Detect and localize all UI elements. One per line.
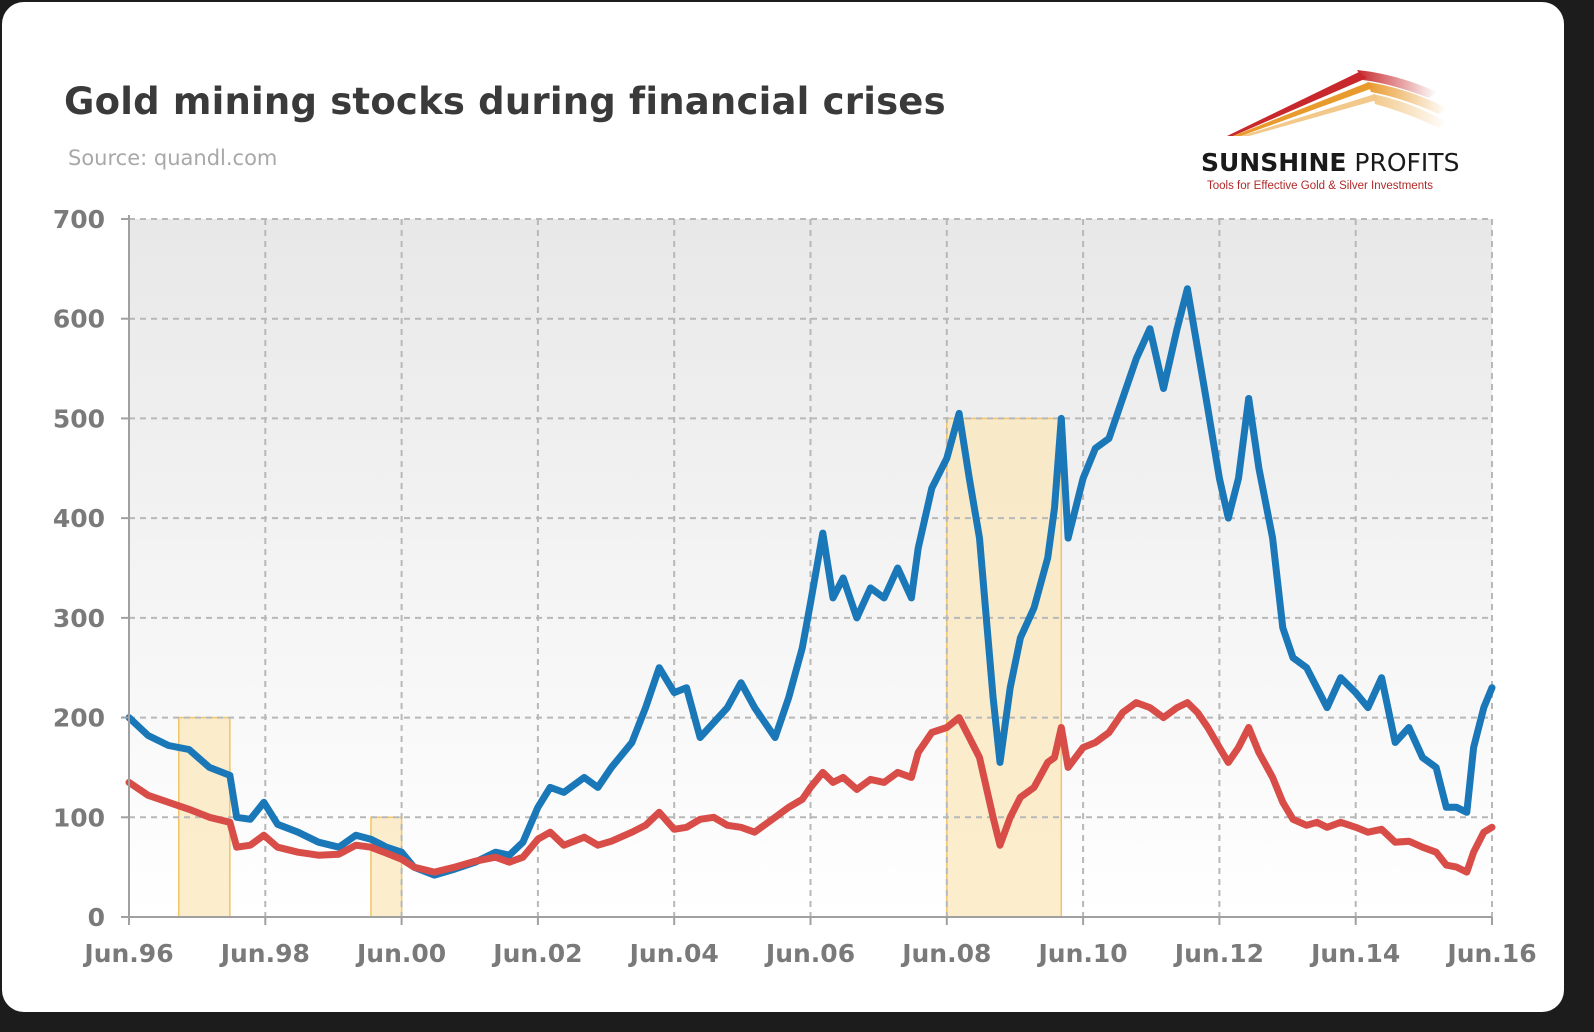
y-tick-label: 600: [53, 305, 105, 334]
x-tick-label: Jun.08: [900, 939, 991, 968]
chart-title: Gold mining stocks during financial cris…: [64, 80, 946, 123]
x-tick-label: Jun.98: [219, 939, 310, 968]
x-tick-label: Jun.04: [628, 939, 719, 968]
x-tick-label: Jun.10: [1037, 939, 1128, 968]
x-tick-label: Jun.06: [764, 939, 855, 968]
y-tick-label: 400: [53, 504, 105, 533]
x-tick-label: Jun.14: [1309, 939, 1400, 968]
logo-tagline: Tools for Effective Gold & Silver Invest…: [1207, 180, 1434, 192]
series-line-2: [125, 699, 1496, 876]
y-tick-label: 500: [53, 404, 105, 433]
y-tick-label: 100: [53, 803, 105, 832]
sunshine-profits-logo: SUNSHINE PROFITS Tools for Effective Gol…: [1197, 64, 1497, 204]
logo-swoosh-icon: [1227, 70, 1447, 136]
crisis-period-2: [370, 816, 403, 918]
axes: 0 100 200 300 400 500 600 700 Jun.96 Jun.98 Jun.00…: [53, 205, 1537, 968]
y-tick-label: 0: [88, 903, 105, 932]
x-tick-label: Jun.00: [355, 939, 446, 968]
chart-card: Gold mining stocks during financial cris…: [2, 2, 1564, 1012]
x-tick-label: Jun.02: [491, 939, 582, 968]
logo-wordmark: SUNSHINE PROFITS: [1201, 148, 1460, 177]
x-tick-label: Jun.12: [1173, 939, 1264, 968]
x-tick-label: Jun.16: [1445, 939, 1536, 968]
line-chart: 0 100 200 300 400 500 600 700 Jun.96 Jun.98 Jun.00…: [53, 205, 1537, 968]
y-tick-label: 700: [53, 205, 105, 234]
plot-area: [129, 219, 1492, 917]
y-tick-label: 300: [53, 604, 105, 633]
x-tick-label: Jun.96: [82, 939, 173, 968]
series-lines: [125, 285, 1496, 879]
y-tick-label: 200: [53, 704, 105, 733]
chart-source: Source: quandl.com: [68, 146, 278, 170]
